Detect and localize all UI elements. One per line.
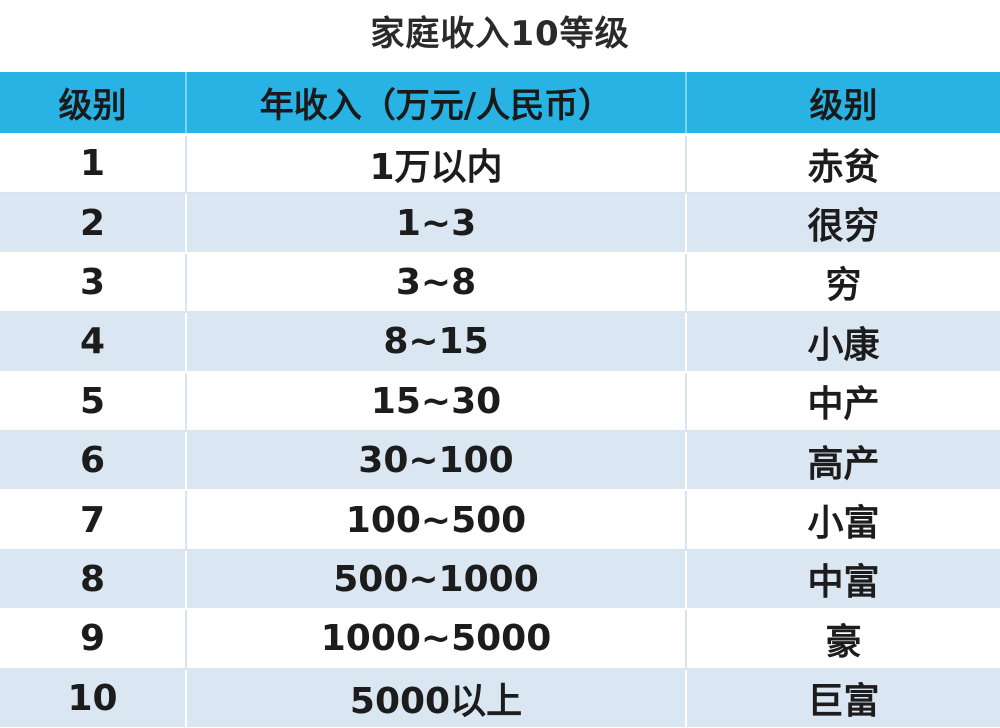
header-annual-income: 年收入（万元/人民币） bbox=[186, 72, 687, 136]
table-body: 1 1万以内 赤贫 2 1~3 很穷 3 3~8 穷 4 8~15 小康 5 1 bbox=[0, 134, 1000, 728]
income-cell: 1万以内 bbox=[186, 134, 687, 195]
table-row: 8 500~1000 中富 bbox=[0, 549, 1000, 611]
table-row: 7 100~500 小富 bbox=[0, 490, 1000, 551]
income-cell: 15~30 bbox=[186, 371, 687, 432]
income-cell: 8~15 bbox=[186, 312, 687, 373]
level-cell: 1 bbox=[0, 134, 187, 195]
table-title: 家庭收入10等级 bbox=[370, 14, 630, 54]
table-header: 级别 年收入（万元/人民币） 级别 bbox=[0, 72, 1000, 136]
level-cell: 5 bbox=[0, 371, 187, 432]
class-cell: 穷 bbox=[686, 252, 1000, 314]
table-row: 4 8~15 小康 bbox=[0, 312, 1000, 373]
class-cell: 巨富 bbox=[686, 668, 1000, 728]
income-cell: 100~500 bbox=[186, 490, 687, 551]
level-cell: 3 bbox=[0, 252, 187, 314]
income-cell: 30~100 bbox=[186, 430, 687, 492]
level-cell: 9 bbox=[0, 609, 187, 670]
table-row: 3 3~8 穷 bbox=[0, 252, 1000, 314]
class-cell: 赤贫 bbox=[686, 134, 1000, 195]
table-row: 2 1~3 很穷 bbox=[0, 193, 1000, 254]
table-row: 10 5000以上 巨富 bbox=[0, 668, 1000, 728]
level-cell: 8 bbox=[0, 549, 187, 611]
header-class: 级别 bbox=[686, 72, 1000, 136]
header-row: 级别 年收入（万元/人民币） 级别 bbox=[0, 72, 1000, 136]
class-cell: 小康 bbox=[686, 312, 1000, 373]
level-cell: 6 bbox=[0, 430, 187, 492]
class-cell: 中富 bbox=[686, 549, 1000, 611]
class-cell: 高产 bbox=[686, 430, 1000, 492]
table-row: 1 1万以内 赤贫 bbox=[0, 134, 1000, 195]
class-cell: 很穷 bbox=[686, 193, 1000, 254]
table-row: 6 30~100 高产 bbox=[0, 430, 1000, 492]
level-cell: 2 bbox=[0, 193, 187, 254]
level-cell: 4 bbox=[0, 312, 187, 373]
level-cell: 10 bbox=[0, 668, 187, 728]
class-cell: 小富 bbox=[686, 490, 1000, 551]
income-cell: 1000~5000 bbox=[186, 609, 687, 670]
level-cell: 7 bbox=[0, 490, 187, 551]
class-cell: 中产 bbox=[686, 371, 1000, 432]
income-cell: 1~3 bbox=[186, 193, 687, 254]
table-row: 9 1000~5000 豪 bbox=[0, 609, 1000, 670]
income-cell: 5000以上 bbox=[186, 668, 687, 728]
header-level: 级别 bbox=[0, 72, 187, 136]
income-cell: 3~8 bbox=[186, 252, 687, 314]
income-table: 级别 年收入（万元/人民币） 级别 1 1万以内 赤贫 2 1~3 很穷 3 3… bbox=[0, 72, 1000, 728]
class-cell: 豪 bbox=[686, 609, 1000, 670]
table-row: 5 15~30 中产 bbox=[0, 371, 1000, 432]
income-cell: 500~1000 bbox=[186, 549, 687, 611]
